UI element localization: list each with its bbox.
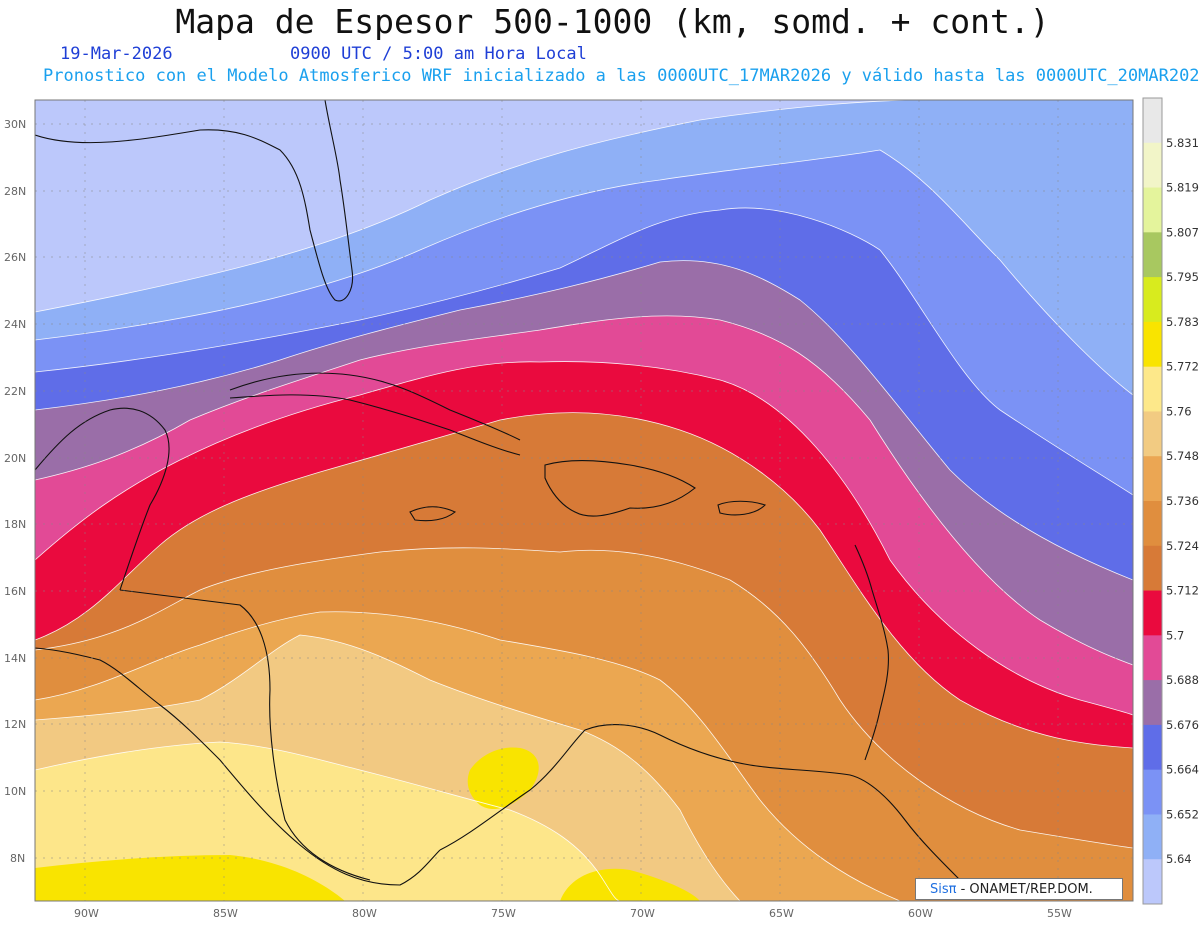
coastlines xyxy=(35,100,961,886)
sispi-logo: Sisπ xyxy=(930,882,957,897)
colorbar-swatch xyxy=(1143,232,1162,278)
lat-label: 22N xyxy=(4,385,26,398)
colorbar-label: 5.676 xyxy=(1166,718,1199,732)
credit-org: - ONAMET/REP.DOM. xyxy=(956,882,1093,897)
map-title: Mapa de Espesor 500-1000 (km, somd. + co… xyxy=(175,2,1050,41)
colorbar-swatch xyxy=(1143,635,1162,681)
colorbar-label: 5.772 xyxy=(1166,360,1199,374)
colorbar-swatch xyxy=(1143,456,1162,502)
colorbar-label: 5.795 xyxy=(1166,270,1199,284)
colorbar-swatch xyxy=(1143,680,1162,726)
yucatan-coast xyxy=(35,407,170,591)
colorbar-label: 5.783 xyxy=(1166,315,1199,329)
colorbar: 5.831 5.819 5.807 5.795 5.783 5.772 5.76 5.748 5… xyxy=(1142,97,1199,905)
lon-label: 75W xyxy=(491,907,516,920)
colorbar-label: 5.688 xyxy=(1166,673,1199,687)
colorbar-label: 5.652 xyxy=(1166,807,1199,821)
lat-label: 20N xyxy=(4,452,26,465)
colorbar-label: 5.831 xyxy=(1166,136,1199,150)
lesser-antilles xyxy=(854,544,889,761)
central-america-east xyxy=(119,589,371,881)
lon-label: 60W xyxy=(908,907,933,920)
lat-label: 8N xyxy=(10,852,25,865)
puertorico-coast xyxy=(717,500,767,516)
colorbar-swatch xyxy=(1143,590,1162,636)
band-5783-west xyxy=(35,855,345,901)
lon-label: 90W xyxy=(74,907,99,920)
lat-label: 30N xyxy=(4,118,26,131)
forecast-subtitle: Pronostico con el Modelo Atmosferico WRF… xyxy=(43,66,1200,86)
lat-label: 18N xyxy=(4,518,26,531)
florida-coast xyxy=(35,100,354,302)
colorbar-frame xyxy=(1142,97,1163,905)
lat-label: 28N xyxy=(4,185,26,198)
map-bands xyxy=(35,100,1133,901)
colorbar-swatch xyxy=(1143,98,1162,144)
colorbar-label: 5.664 xyxy=(1166,763,1199,777)
lat-label: 24N xyxy=(4,318,26,331)
colorbar-labels: 5.831 5.819 5.807 5.795 5.783 5.772 5.76 5.748 5… xyxy=(1166,136,1199,866)
colorbar-label: 5.7 xyxy=(1166,628,1184,642)
colorbar-swatch xyxy=(1143,724,1162,771)
jamaica-coast xyxy=(409,506,457,522)
colorbar-swatch xyxy=(1143,501,1162,547)
colorbar-swatch xyxy=(1143,366,1162,412)
colorbar-label: 5.807 xyxy=(1166,225,1199,239)
lon-labels: 90W 85W 80W 75W 70W 65W 60W 55W xyxy=(74,907,1072,920)
forecast-time: 0900 UTC / 5:00 am Hora Local xyxy=(290,44,587,64)
lon-label: 55W xyxy=(1047,907,1072,920)
colorbar-swatch xyxy=(1143,411,1162,457)
map-frame xyxy=(34,99,1134,902)
colorbar-swatch xyxy=(1143,187,1162,233)
central-america-coast xyxy=(35,647,441,886)
lat-label: 26N xyxy=(4,251,26,264)
colorbar-swatch xyxy=(1143,142,1162,189)
lon-label: 65W xyxy=(769,907,794,920)
lon-label: 80W xyxy=(352,907,377,920)
colorbar-swatch xyxy=(1143,277,1162,323)
colorbar-label: 5.819 xyxy=(1166,181,1199,195)
colorbar-swatch xyxy=(1143,814,1162,860)
colorbar-label: 5.64 xyxy=(1166,852,1192,866)
colorbar-label: 5.712 xyxy=(1166,584,1199,598)
lat-label: 12N xyxy=(4,718,26,731)
colorbar-swatches xyxy=(1142,97,1163,905)
forecast-date: 19-Mar-2026 xyxy=(60,44,173,64)
lat-labels: 30N 28N 26N 24N 22N 20N 18N 16N 14N 12N … xyxy=(4,118,26,865)
band-5783-south xyxy=(560,868,700,901)
colorbar-label: 5.724 xyxy=(1166,539,1199,553)
graticule xyxy=(35,100,1133,901)
colorbar-swatch xyxy=(1143,859,1162,905)
thickness-map: 30N 28N 26N 24N 22N 20N 18N 16N 14N 12N … xyxy=(4,99,1134,920)
contour-lines xyxy=(35,100,1133,901)
south-america-coast xyxy=(439,724,961,881)
colorbar-swatch xyxy=(1143,769,1162,815)
colorbar-swatch xyxy=(1143,545,1162,592)
credit-box: Sisπ - ONAMET/REP.DOM. xyxy=(915,878,1123,900)
band-5783-mid xyxy=(467,747,539,810)
hispaniola-coast xyxy=(544,459,696,517)
lon-label: 85W xyxy=(213,907,238,920)
cuba-coast xyxy=(229,372,521,456)
lat-label: 10N xyxy=(4,785,26,798)
colorbar-label: 5.76 xyxy=(1166,404,1192,418)
lat-label: 14N xyxy=(4,652,26,665)
colorbar-label: 5.748 xyxy=(1166,449,1199,463)
colorbar-swatch xyxy=(1143,321,1162,368)
lon-label: 70W xyxy=(630,907,655,920)
lat-label: 16N xyxy=(4,585,26,598)
colorbar-label: 5.736 xyxy=(1166,494,1199,508)
